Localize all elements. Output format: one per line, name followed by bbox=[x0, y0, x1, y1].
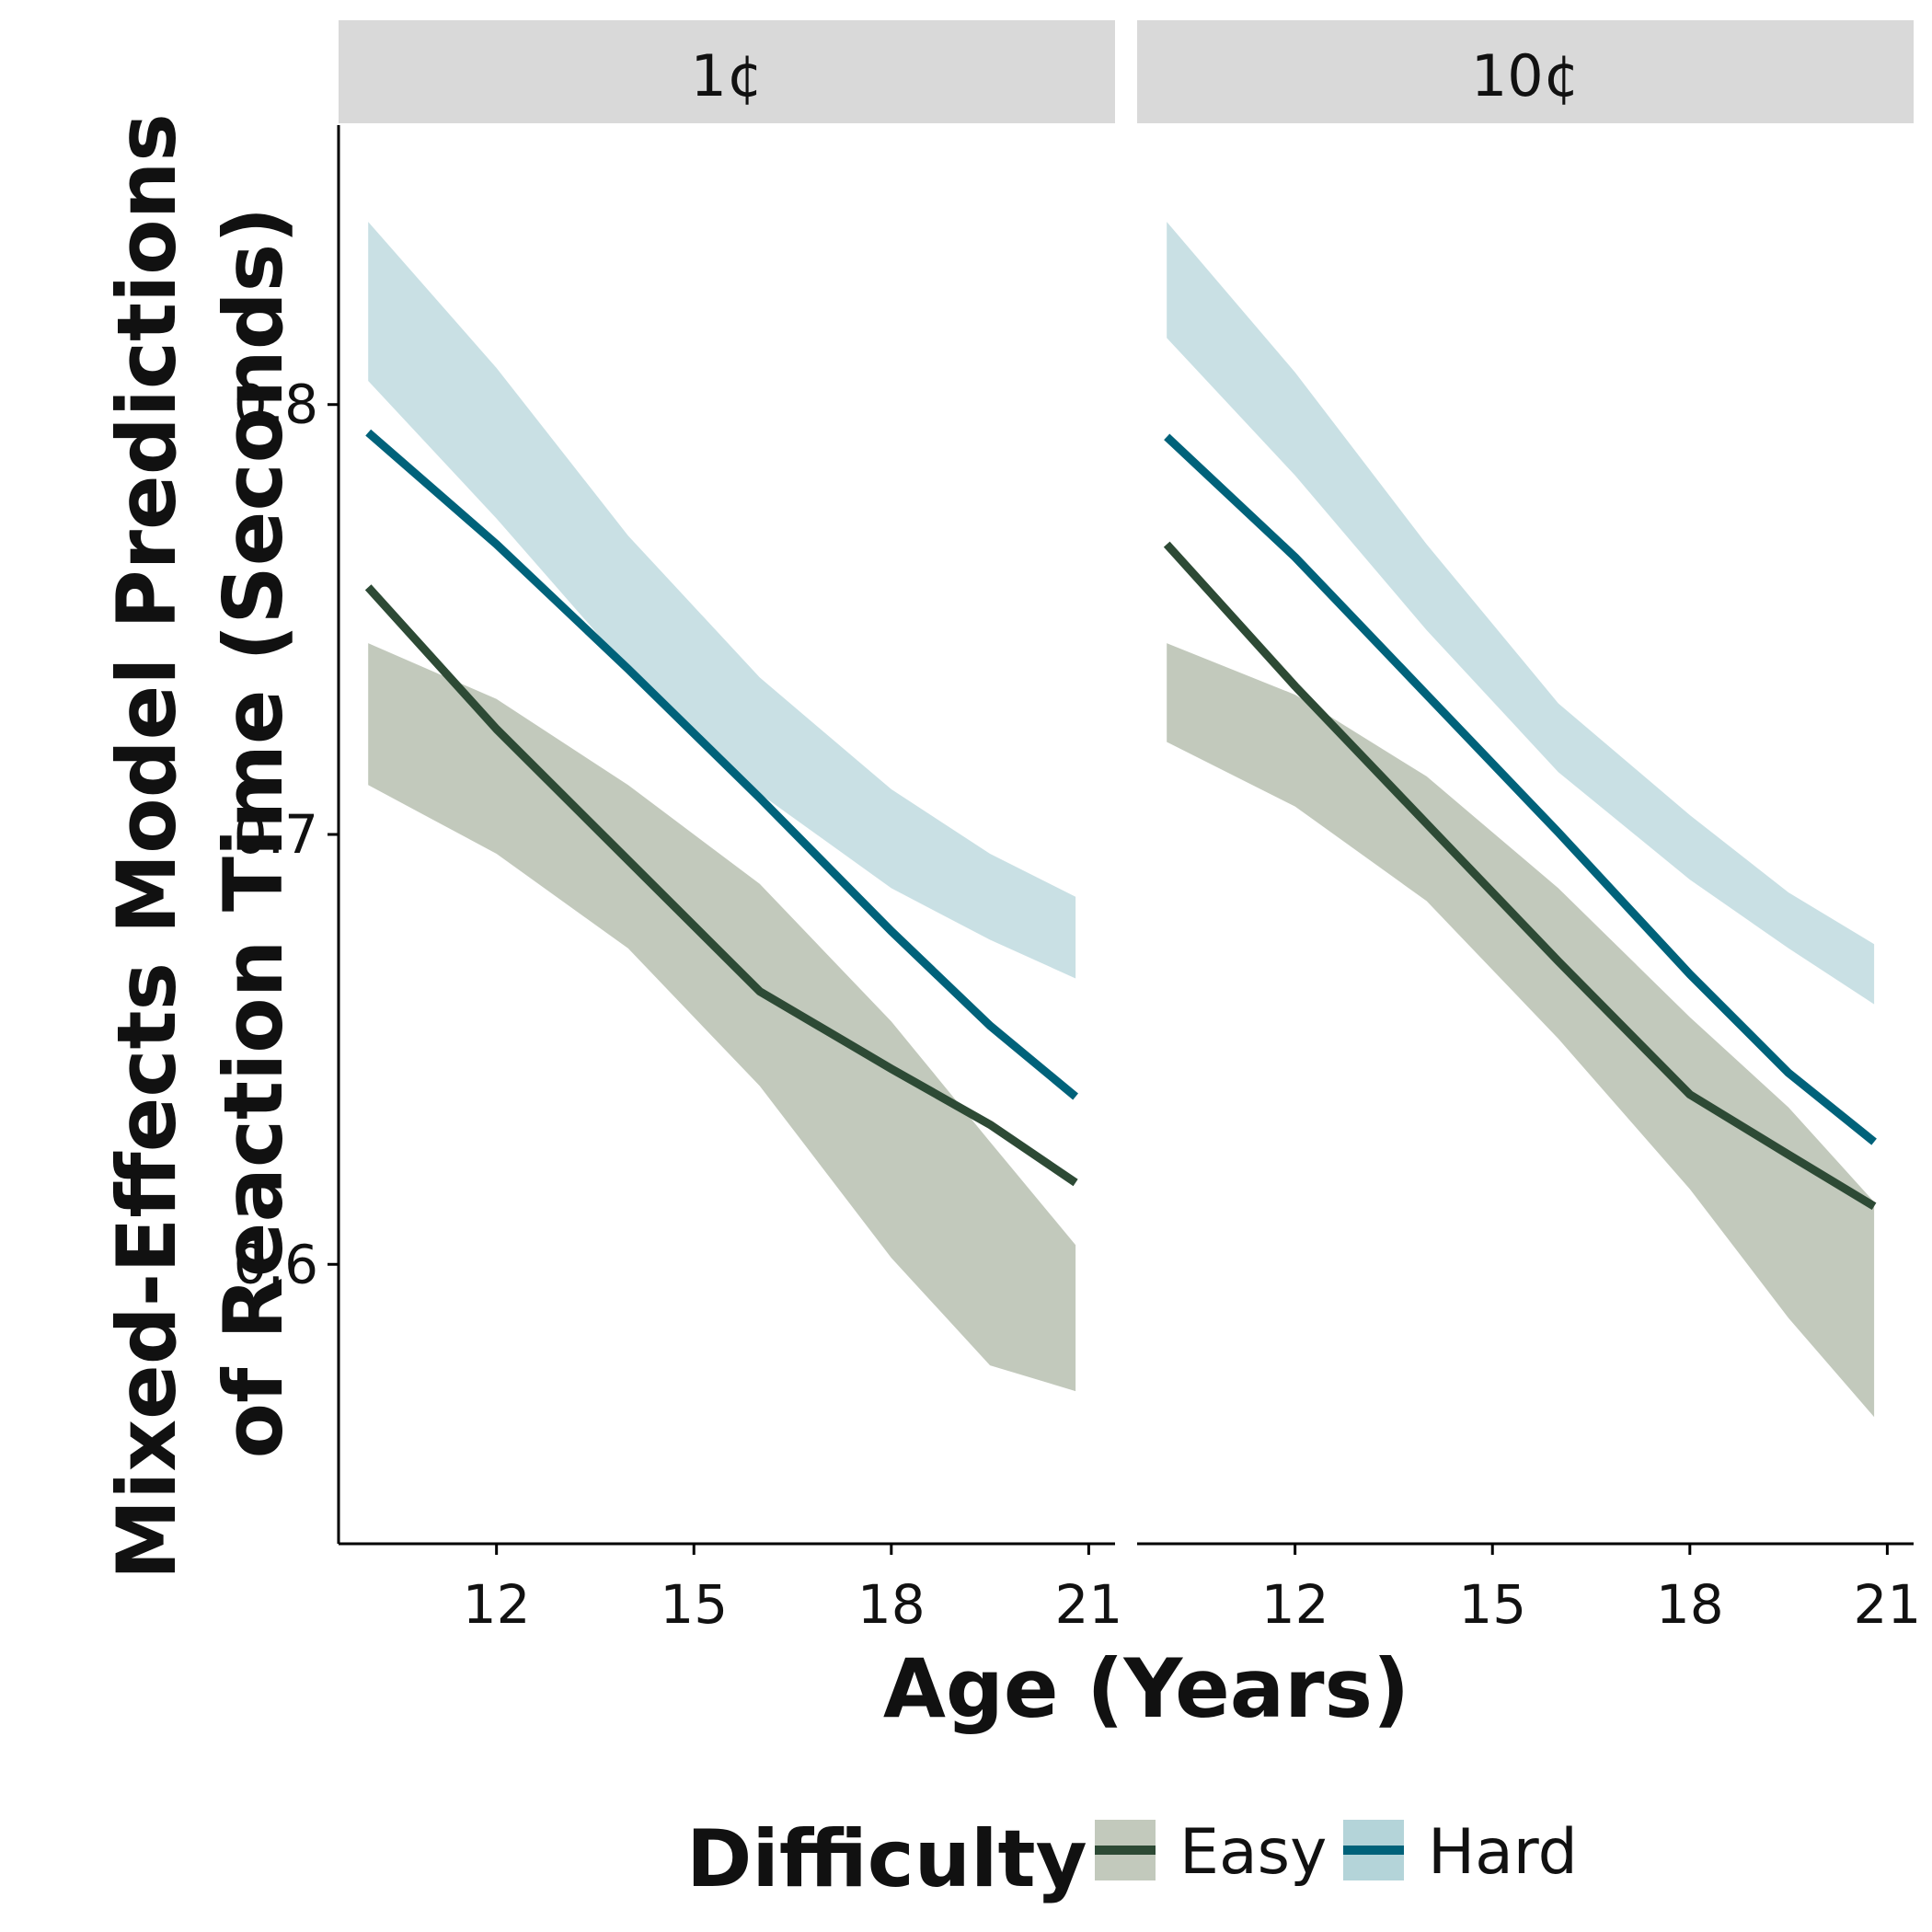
y-tick-label: 0.8 bbox=[234, 374, 318, 436]
panel-2-line-easy bbox=[1163, 541, 1877, 1211]
panel-1-strip-label: 1¢ bbox=[691, 42, 764, 109]
panel-2-x-tick-label: 12 bbox=[1261, 1573, 1329, 1636]
panel-2-x-tick-label: 21 bbox=[1853, 1573, 1921, 1636]
legend-key-hard bbox=[1343, 1820, 1404, 1880]
panel-2-ribbon-hard bbox=[1167, 222, 1875, 1005]
x-axis-title: Age (Years) bbox=[883, 1641, 1409, 1736]
panel-1-x-tick-label: 21 bbox=[1054, 1573, 1122, 1636]
y-axis-title-line-1: Mixed-Effects Model Predictions bbox=[99, 113, 194, 1580]
panel-1: 1¢ 0.6 0.7 0.8 12 15 18 21 bbox=[234, 20, 1122, 1636]
panel-1-ribbon-hard bbox=[368, 222, 1076, 979]
panel-1-line-easy bbox=[364, 584, 1078, 1187]
panel-2-strip bbox=[1137, 20, 1914, 123]
legend-label-easy: Easy bbox=[1179, 1816, 1327, 1889]
panel-2-line-hard bbox=[1164, 433, 1877, 1145]
panel-2-ribbon-easy bbox=[1167, 643, 1875, 1418]
panel-1-line-hard bbox=[365, 429, 1078, 1100]
legend: Difficulty Easy Hard bbox=[686, 1813, 1578, 1905]
panel-1-x-tick-label: 18 bbox=[857, 1573, 926, 1636]
panel-1-strip bbox=[339, 20, 1115, 123]
panel-2-strip-label: 10¢ bbox=[1471, 42, 1580, 109]
chart-panels: 1¢ 0.6 0.7 0.8 12 15 18 21 10¢ 12 15 18 21 bbox=[234, 20, 1921, 1636]
y-axis-title-line-2: of Reaction Time (Seconds) bbox=[206, 207, 301, 1459]
panel-1-x-tick-label: 12 bbox=[463, 1573, 531, 1636]
y-tick-label: 0.6 bbox=[234, 1233, 318, 1295]
panel-2-x-tick-label: 18 bbox=[1656, 1573, 1724, 1636]
panel-2-x-tick-label: 15 bbox=[1458, 1573, 1526, 1636]
legend-key-easy bbox=[1095, 1820, 1156, 1880]
legend-title: Difficulty bbox=[686, 1813, 1087, 1905]
y-tick-label: 0.7 bbox=[234, 803, 318, 866]
legend-label-hard: Hard bbox=[1428, 1816, 1578, 1889]
panel-2: 10¢ 12 15 18 21 bbox=[1137, 20, 1921, 1636]
panel-1-ribbon-easy bbox=[368, 643, 1076, 1392]
y-axis-title: Mixed-Effects Model Predictions of React… bbox=[99, 86, 301, 1581]
panel-1-x-tick-label: 15 bbox=[660, 1573, 728, 1636]
